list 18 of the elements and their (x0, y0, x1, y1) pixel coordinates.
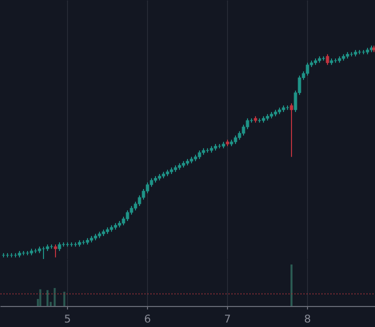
candlestick (326, 54, 330, 66)
candlestick (138, 194, 142, 207)
x-tick-label: 5 (64, 312, 71, 326)
bar (290, 264, 292, 306)
candlestick (290, 102, 294, 158)
bar (39, 289, 42, 306)
x-tick-label: 6 (144, 312, 152, 326)
candlestick (246, 118, 250, 130)
candlestick (242, 124, 246, 136)
candlestick (142, 188, 146, 200)
x-tick-label: 7 (224, 312, 231, 326)
x-tick-label: 8 (304, 312, 312, 326)
candlestick (146, 182, 150, 194)
candlestick (306, 62, 310, 76)
candlestick (126, 210, 130, 222)
bar (63, 292, 66, 306)
bar (54, 288, 56, 306)
bar (46, 290, 48, 306)
